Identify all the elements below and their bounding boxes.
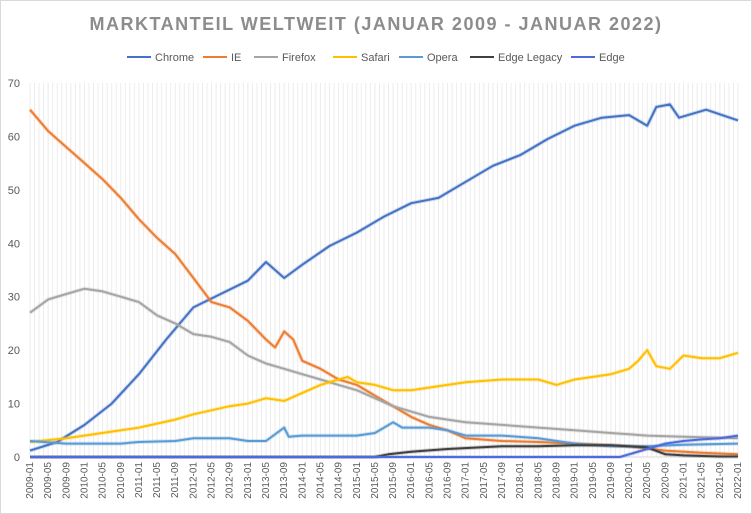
x-tick-label: 2015-01 — [352, 462, 363, 499]
x-tick-label: 2010-09 — [116, 462, 127, 499]
x-tick-label: 2016-01 — [406, 462, 417, 499]
x-tick-label: 2013-09 — [279, 462, 290, 499]
x-tick-label: 2022-01 — [733, 462, 744, 499]
x-tick-label: 2019-01 — [570, 462, 581, 499]
x-tick-label: 2017-01 — [461, 462, 472, 499]
series-line-firefox — [29, 287, 739, 440]
series-line-ie — [29, 109, 739, 456]
series-line-safari — [29, 349, 739, 443]
y-tick-label: 10 — [8, 399, 20, 411]
x-tick-label: 2015-09 — [388, 462, 399, 499]
y-tick-label: 50 — [8, 185, 20, 197]
x-tick-label: 2010-01 — [79, 462, 90, 499]
series-group — [28, 102, 739, 459]
legend-label-edge-legacy: Edge Legacy — [498, 52, 563, 64]
x-tick-label: 2015-05 — [370, 462, 381, 499]
x-tick-label: 2018-05 — [533, 462, 544, 499]
y-tick-label: 20 — [8, 345, 20, 357]
x-tick-label: 2014-09 — [334, 462, 345, 499]
x-tick-label: 2012-09 — [225, 462, 236, 499]
legend-label-ie: IE — [231, 52, 241, 64]
legend-label-chrome: Chrome — [155, 52, 194, 64]
legend-label-edge: Edge — [599, 52, 625, 64]
x-tick-label: 2011-05 — [152, 462, 163, 498]
x-tick-label: 2012-05 — [207, 462, 218, 499]
y-tick-label: 30 — [8, 292, 20, 304]
legend: Chrome IE Firefox Safari Opera Edge Legacy Edg… — [127, 52, 625, 64]
x-tick-label: 2011-09 — [170, 462, 181, 498]
x-tick-label: 2012-01 — [188, 462, 199, 499]
legend-label-firefox: Firefox — [282, 52, 316, 64]
x-tick-label: 2017-05 — [479, 462, 490, 499]
legend-label-safari: Safari — [361, 52, 390, 64]
legend-label-opera: Opera — [427, 52, 458, 64]
y-tick-label: 70 — [8, 78, 20, 90]
x-tick-label: 2019-05 — [588, 462, 599, 499]
x-tick-label: 2014-01 — [297, 462, 308, 499]
x-tick-label: 2021-05 — [697, 462, 708, 499]
series-line-edge — [30, 434, 739, 458]
x-tick-label: 2019-09 — [606, 462, 617, 499]
x-tick-label: 2018-01 — [515, 462, 526, 499]
grid — [29, 83, 739, 457]
x-tick-label: 2009-01 — [25, 462, 36, 499]
x-tick-label: 2016-05 — [424, 462, 435, 499]
x-tick-label: 2016-09 — [443, 462, 454, 499]
x-tick-label: 2013-05 — [261, 462, 272, 499]
x-tick-label: 2017-09 — [497, 462, 508, 499]
x-tick-label: 2010-05 — [98, 462, 109, 499]
y-tick-label: 40 — [8, 238, 20, 250]
x-tick-label: 2014-05 — [315, 462, 326, 499]
x-axis: 2009-01 2009-05 2009-09 2010-01 2010-05 2010-… — [25, 462, 744, 499]
x-tick-label: 2021-09 — [715, 462, 726, 499]
x-tick-label: 2020-01 — [624, 462, 635, 499]
y-tick-label: 0 — [14, 452, 20, 464]
series-line-chrome — [29, 103, 739, 452]
series-line-opera — [29, 421, 739, 448]
x-tick-label: 2020-05 — [642, 462, 653, 499]
x-tick-label: 2011-01 — [134, 462, 145, 498]
x-tick-label: 2018-09 — [551, 462, 562, 499]
series-line-edge-legacy — [30, 444, 738, 458]
y-tick-label: 60 — [8, 131, 20, 143]
x-tick-label: 2009-09 — [61, 462, 72, 499]
x-tick-label: 2013-01 — [243, 462, 254, 499]
x-tick-label: 2009-05 — [43, 462, 54, 499]
x-tick-label: 2021-01 — [679, 462, 690, 499]
x-tick-label: 2020-09 — [660, 462, 671, 499]
chart-title: MARKTANTEIL WELTWEIT (JANUAR 2009 - JANU… — [89, 14, 662, 34]
